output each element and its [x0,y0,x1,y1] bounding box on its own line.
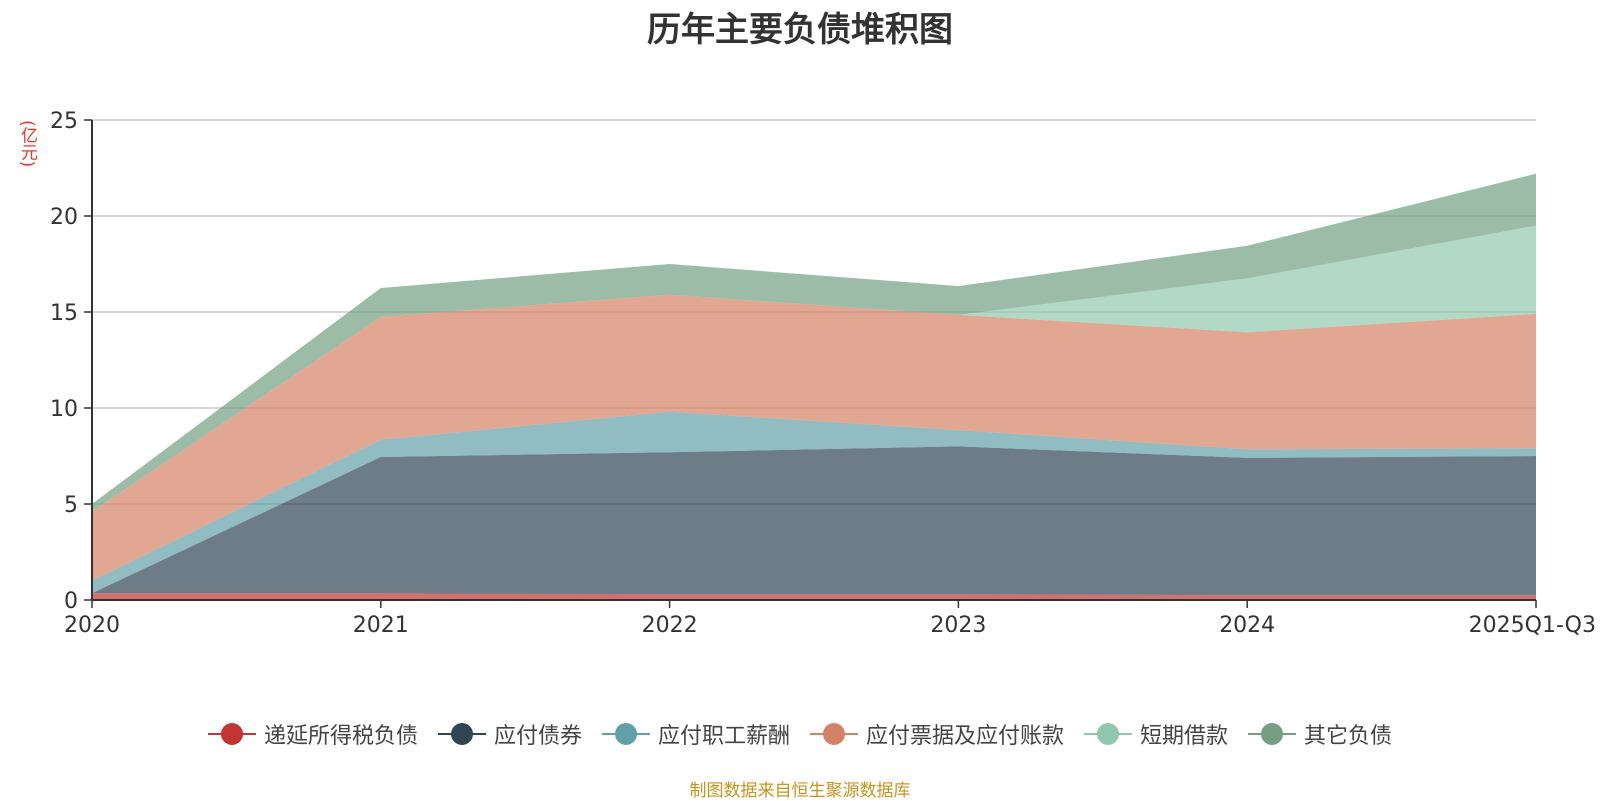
legend-label: 应付职工薪酬 [657,724,790,749]
legend-item[interactable]: 应付债券 [437,718,582,750]
area-series-4 [92,225,1536,512]
legend-marker-icon [1248,722,1297,746]
legend: 递延所得税负债 应付债券 应付职工薪酬 应付票据及应付账款 短期借款 其它负债 [0,718,1600,750]
y-tick-label: 10 [50,397,78,422]
y-tick-label: 15 [50,301,78,326]
area-series-2 [92,411,1536,594]
legend-label: 应付债券 [493,724,582,749]
legend-label: 递延所得税负债 [263,724,418,749]
area-series-1 [92,446,1536,596]
y-tick-label: 20 [50,205,78,230]
y-axis-unit-label: (亿元) [17,120,37,168]
legend-item[interactable]: 其它负债 [1248,718,1392,750]
legend-marker-icon [437,722,486,746]
area-series-3 [92,294,1536,581]
x-tick-label: 2022 [642,613,698,638]
legend-marker-icon [207,722,256,746]
legend-marker-icon [810,722,858,746]
source-note: 制图数据来自恒生聚源数据库 [689,781,911,801]
y-tick-label: 5 [64,493,78,518]
area-series [92,173,1536,600]
legend-marker-icon [601,722,650,746]
axes [84,119,1537,608]
legend-item[interactable]: 应付职工薪酬 [601,718,790,750]
x-tick-label: 2023 [930,613,986,638]
legend-item[interactable]: 短期借款 [1084,718,1228,750]
x-tick-label: 2024 [1219,613,1275,638]
x-tick-label: 2020 [64,613,120,638]
tick-labels: 0 5 10 15 20 25 2020 2021 2022 2023 2024 2025Q1-Q3 [50,109,1596,638]
legend-item[interactable]: 应付票据及应付账款 [810,718,1064,750]
legend-label: 其它负债 [1304,724,1393,749]
area-series-5 [92,173,1536,512]
y-tick-label: 25 [50,109,78,134]
legend-label: 应付票据及应付账款 [866,724,1065,749]
area-series-0 [92,593,1536,600]
y-tick-label: 0 [64,589,78,614]
chart-title: 历年主要负债堆积图 [647,10,953,50]
legend-item[interactable]: 递延所得税负债 [207,718,418,750]
x-tick-label: 2021 [353,613,409,638]
legend-label: 短期借款 [1140,724,1229,749]
legend-marker-icon [1084,722,1133,746]
x-tick-label: 2025Q1-Q3 [1469,613,1596,638]
